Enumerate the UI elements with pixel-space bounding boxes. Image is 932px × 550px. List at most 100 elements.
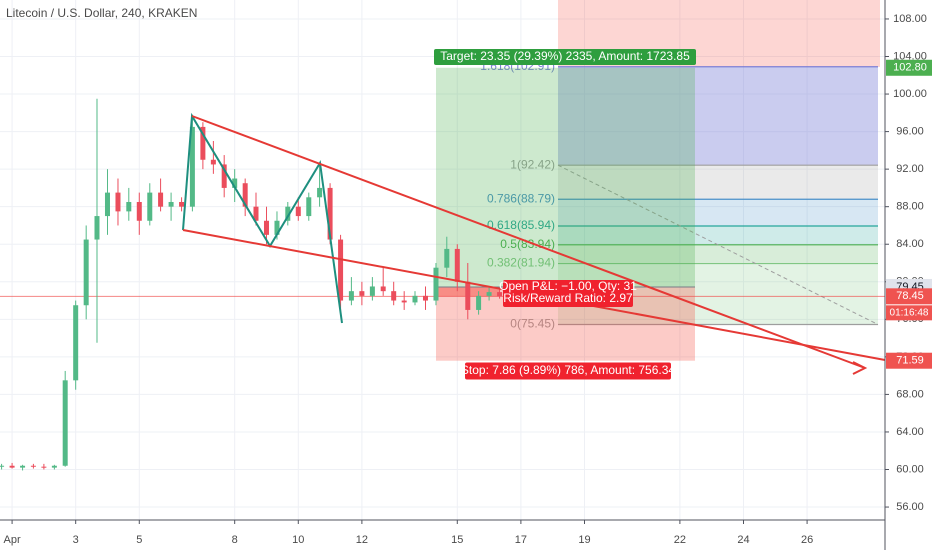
candle-body — [317, 187, 323, 198]
y-tick-label: 92.00 — [896, 163, 924, 175]
candle-body — [486, 292, 492, 296]
candle-body — [30, 465, 36, 467]
x-tick-label: 3 — [73, 534, 79, 546]
candle-body — [497, 292, 503, 297]
price-tag — [886, 352, 932, 369]
price-axis — [885, 0, 932, 550]
candle-body — [200, 126, 206, 160]
target-label-box — [434, 49, 696, 65]
candle-body — [41, 466, 47, 468]
candle-body — [263, 220, 269, 235]
candle-body — [433, 267, 439, 301]
countdown-box — [886, 305, 932, 321]
candle-body — [348, 291, 354, 301]
candle-body — [401, 300, 407, 303]
y-tick-label: 96.00 — [896, 126, 924, 138]
wedge-upper — [191, 115, 866, 369]
target-zone — [436, 67, 695, 287]
x-tick-label: 19 — [578, 534, 590, 546]
candle-body — [465, 281, 471, 310]
candle-body — [476, 295, 482, 310]
target-label: Target: 23.35 (29.39%) 2335, Amount: 172… — [440, 49, 690, 63]
candle-body — [73, 305, 79, 381]
y-tick-label: 108.00 — [893, 13, 927, 25]
fib-band — [558, 66, 878, 166]
candle-body — [147, 192, 153, 221]
x-tick-label: 5 — [136, 534, 142, 546]
fib-label: 0(75.45) — [510, 317, 555, 331]
fib-band — [558, 226, 878, 245]
arrow-head — [852, 361, 868, 375]
fib-label: 0.786(88.79) — [487, 191, 555, 205]
candle-body — [391, 291, 397, 301]
candle-body — [189, 126, 195, 207]
y-tick-label: 68.00 — [896, 388, 924, 400]
candle-body — [168, 201, 174, 207]
rr-label: Risk/Reward Ratio: 2.97 — [503, 291, 633, 305]
candle-body — [126, 201, 132, 212]
candle-body — [158, 192, 164, 207]
price-tag-label: 78.45 — [896, 290, 924, 302]
candle-body — [306, 197, 312, 217]
stop-label-box — [465, 362, 671, 380]
y-tick-label: 84.00 — [896, 238, 924, 250]
fib-label: 0.618(85.94) — [487, 218, 555, 232]
x-tick-label: 8 — [232, 534, 238, 546]
candle-body — [115, 192, 121, 212]
position-labels: Target: 23.35 (29.39%) 2335, Amount: 172… — [434, 49, 696, 380]
fib-trend — [557, 164, 879, 325]
candle-body — [83, 239, 89, 306]
candle-body — [136, 201, 142, 221]
candle-body — [221, 164, 227, 188]
candle-body — [104, 192, 110, 217]
price-tag-label: 71.59 — [896, 355, 924, 367]
time-axis — [0, 520, 885, 550]
candle-body — [0, 465, 5, 467]
fib-band — [558, 244, 878, 264]
fib-band — [558, 165, 878, 200]
candle-body — [295, 206, 301, 217]
chart-title: Litecoin / U.S. Dollar, 240, KRAKEN — [6, 6, 197, 20]
countdown: 01:16:48 — [890, 307, 929, 318]
fib-label: 0.382(81.94) — [487, 256, 555, 270]
candle-body — [454, 248, 460, 282]
candle-body — [210, 159, 216, 165]
price-tag — [886, 288, 932, 305]
candle-body — [422, 295, 428, 301]
x-tick-label: 22 — [674, 534, 686, 546]
candle-body — [359, 291, 365, 296]
candle-body — [94, 216, 100, 240]
y-tick-label: 100.00 — [893, 88, 927, 100]
candle-body — [444, 248, 450, 268]
pnl-box — [503, 280, 633, 307]
candle-body — [20, 465, 26, 468]
fib-retracement: 1.618(102.91)1(92.42)0.786(88.79)0.618(8… — [480, 59, 879, 331]
y-tick-label: 60.00 — [896, 463, 924, 475]
candle-body — [380, 286, 386, 292]
candle-body — [369, 286, 375, 296]
candles — [0, 98, 503, 471]
candle-body — [179, 201, 185, 207]
candle-body — [285, 206, 291, 221]
x-tick-label: 10 — [292, 534, 304, 546]
candle-body — [62, 380, 68, 466]
candle-body — [232, 178, 238, 188]
candle-body — [51, 465, 57, 468]
x-tick-label: 26 — [801, 534, 813, 546]
x-tick-label: 12 — [356, 534, 368, 546]
axis-labels: 56.0060.0064.0068.0072.0076.0080.0084.00… — [4, 13, 932, 546]
candle-body — [327, 187, 333, 240]
candle-body — [242, 183, 248, 207]
y-tick-label: 56.00 — [896, 501, 924, 513]
fib-band — [558, 199, 878, 227]
candle-body — [9, 465, 15, 468]
x-tick-label: Apr — [4, 534, 21, 546]
y-tick-label: 104.00 — [893, 50, 927, 62]
fib-label: 1(92.42) — [510, 157, 555, 171]
price-tag — [886, 59, 932, 76]
candle-body — [412, 295, 418, 303]
candle-body — [338, 239, 344, 301]
